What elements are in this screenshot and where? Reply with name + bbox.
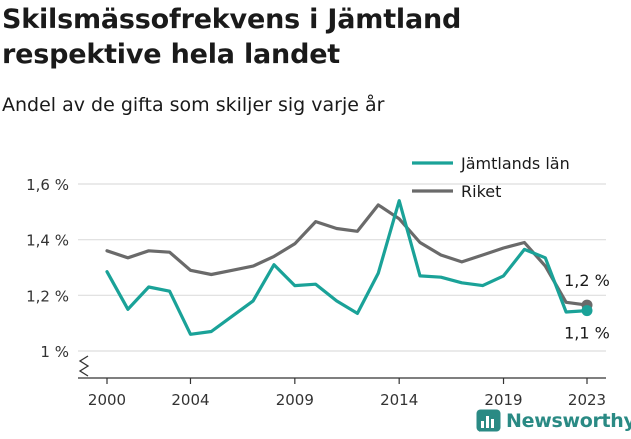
- legend: Jämtlands län Riket: [412, 154, 570, 201]
- chart-subtitle: Andel av de gifta som skiljer sig varje …: [2, 94, 385, 116]
- legend-label-jamtland: Jämtlands län: [460, 154, 570, 173]
- end-label-riket: 1,2 %: [564, 271, 610, 290]
- series-line-riket: [105, 203, 589, 307]
- y-tick-label: 1 %: [40, 343, 69, 361]
- chart-title: Skilsmässofrekvens i Jämtland respektive…: [2, 4, 462, 70]
- series-lines: [105, 199, 593, 336]
- brand-name: Newsworthy: [506, 410, 631, 432]
- y-tick-label: 1,2 %: [26, 287, 69, 305]
- y-axis-break: [78, 355, 90, 377]
- newsworthy-logo: Newsworthy: [476, 409, 631, 433]
- x-tick-label: 2000: [88, 391, 126, 409]
- x-tick-label: 2023: [568, 391, 606, 409]
- series-line-jamtland: [105, 199, 589, 336]
- y-axis: 1 % 1,2 % 1,4 % 1,6 %: [26, 176, 90, 377]
- y-tick-label: 1,6 %: [26, 176, 69, 194]
- x-tick-label: 2004: [171, 391, 209, 409]
- grid-lines: [78, 183, 606, 352]
- newsworthy-icon: [476, 409, 501, 432]
- x-tick-label: 2014: [380, 391, 418, 409]
- x-axis: 2000 2004 2009 2014 2019 2023: [78, 377, 606, 409]
- x-tick-label: 2009: [276, 391, 314, 409]
- x-tick-label: 2019: [484, 391, 522, 409]
- end-point-jamtland: [581, 305, 593, 317]
- y-tick-label: 1,4 %: [26, 232, 69, 250]
- legend-label-riket: Riket: [461, 182, 501, 201]
- end-labels: 1,2 % 1,1 %: [564, 271, 610, 343]
- end-label-jamtland: 1,1 %: [564, 324, 610, 343]
